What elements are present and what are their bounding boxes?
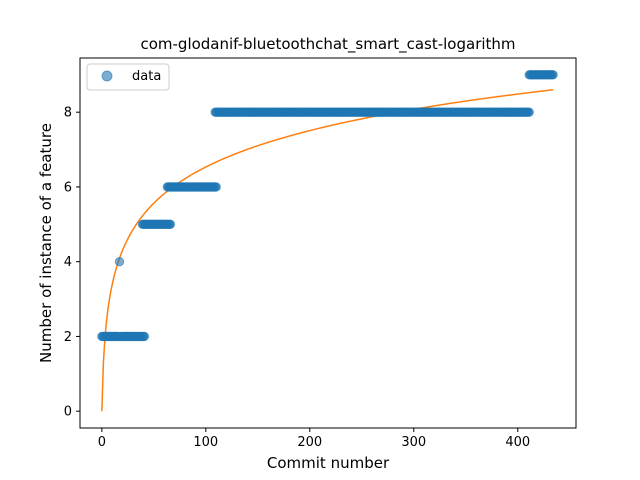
y-tick-label: 0: [64, 405, 72, 420]
data-point: [139, 331, 150, 342]
y-axis: 0 2 4 6 8: [64, 106, 80, 420]
x-tick-label: 400: [505, 435, 530, 450]
y-tick-label: 6: [64, 180, 72, 195]
x-tick-label: 200: [297, 435, 322, 450]
legend-label-data: data: [132, 69, 161, 84]
y-axis-label: Number of instance of a feature: [37, 123, 55, 363]
x-axis: 0 100 200 300 400: [98, 428, 530, 450]
data-point: [165, 219, 176, 230]
y-tick-label: 8: [64, 106, 72, 121]
data-point: [524, 107, 534, 117]
x-tick-label: 0: [98, 435, 106, 450]
data-point: [548, 70, 558, 80]
legend: data: [86, 63, 170, 91]
data-point: [211, 182, 221, 192]
plot-area: [97, 70, 558, 412]
x-tick-label: 100: [193, 435, 218, 450]
legend-box: [86, 63, 170, 91]
x-axis-label: Commit number: [267, 454, 390, 472]
data-point: [114, 256, 125, 267]
x-tick-label: 300: [401, 435, 426, 450]
legend-marker-data: [101, 70, 113, 82]
y-tick-label: 4: [64, 255, 72, 270]
y-tick-label: 2: [64, 330, 72, 345]
axes-frame: [79, 57, 577, 429]
chart-title: com-glodanif-bluetoothchat_smart_cast-lo…: [140, 35, 515, 54]
